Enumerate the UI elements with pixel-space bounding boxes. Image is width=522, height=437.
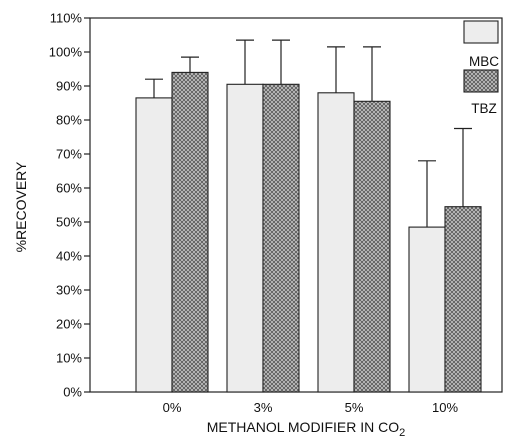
y-tick-label: 100% — [49, 45, 83, 60]
y-axis-title: %RECOVERY — [13, 161, 29, 252]
y-tick-label: 0% — [63, 385, 82, 400]
bar-tbz — [353, 100, 391, 393]
legend-swatch-tbz — [463, 69, 499, 93]
y-tick-label: 80% — [56, 113, 82, 128]
x-axis-title-main: METHANOL MODIFIER IN CO — [207, 419, 399, 435]
y-tick-label: 10% — [56, 351, 82, 366]
bar-mbc — [408, 226, 446, 393]
x-axis: 0% 3% 5% 10% — [163, 400, 459, 415]
x-tick-label: 3% — [254, 400, 273, 415]
bar-tbz — [262, 83, 300, 393]
y-tick-label: 90% — [56, 79, 82, 94]
y-tick-label: 40% — [56, 249, 82, 264]
legend-label-tbz: TBZ — [471, 101, 497, 116]
legend-swatch-mbc — [463, 20, 499, 44]
y-tick-label: 70% — [56, 147, 82, 162]
bar-tbz — [444, 206, 482, 393]
y-tick-label: 30% — [56, 283, 82, 298]
bar-mbc — [226, 83, 264, 393]
legend: MBC TBZ — [463, 20, 499, 116]
x-axis-title: METHANOL MODIFIER IN CO2 — [207, 419, 406, 437]
bar-mbc — [135, 97, 173, 393]
bars-group — [135, 71, 482, 393]
bar-tbz — [171, 71, 209, 393]
x-axis-title-subscript: 2 — [399, 427, 405, 437]
y-tick-label: 20% — [56, 317, 82, 332]
x-tick-label: 0% — [163, 400, 182, 415]
y-axis: 0% 10% 20% 30% 40% 50% 60% 70% 80% 90% 100% 110% — [49, 11, 90, 400]
error-bars-group — [145, 39, 472, 228]
x-tick-label: 5% — [345, 400, 364, 415]
y-tick-label: 50% — [56, 215, 82, 230]
bar-mbc — [317, 92, 355, 393]
legend-label-mbc: MBC — [469, 54, 499, 69]
y-tick-label: 110% — [50, 11, 83, 26]
x-tick-label: 10% — [432, 400, 458, 415]
y-tick-label: 60% — [56, 181, 82, 196]
